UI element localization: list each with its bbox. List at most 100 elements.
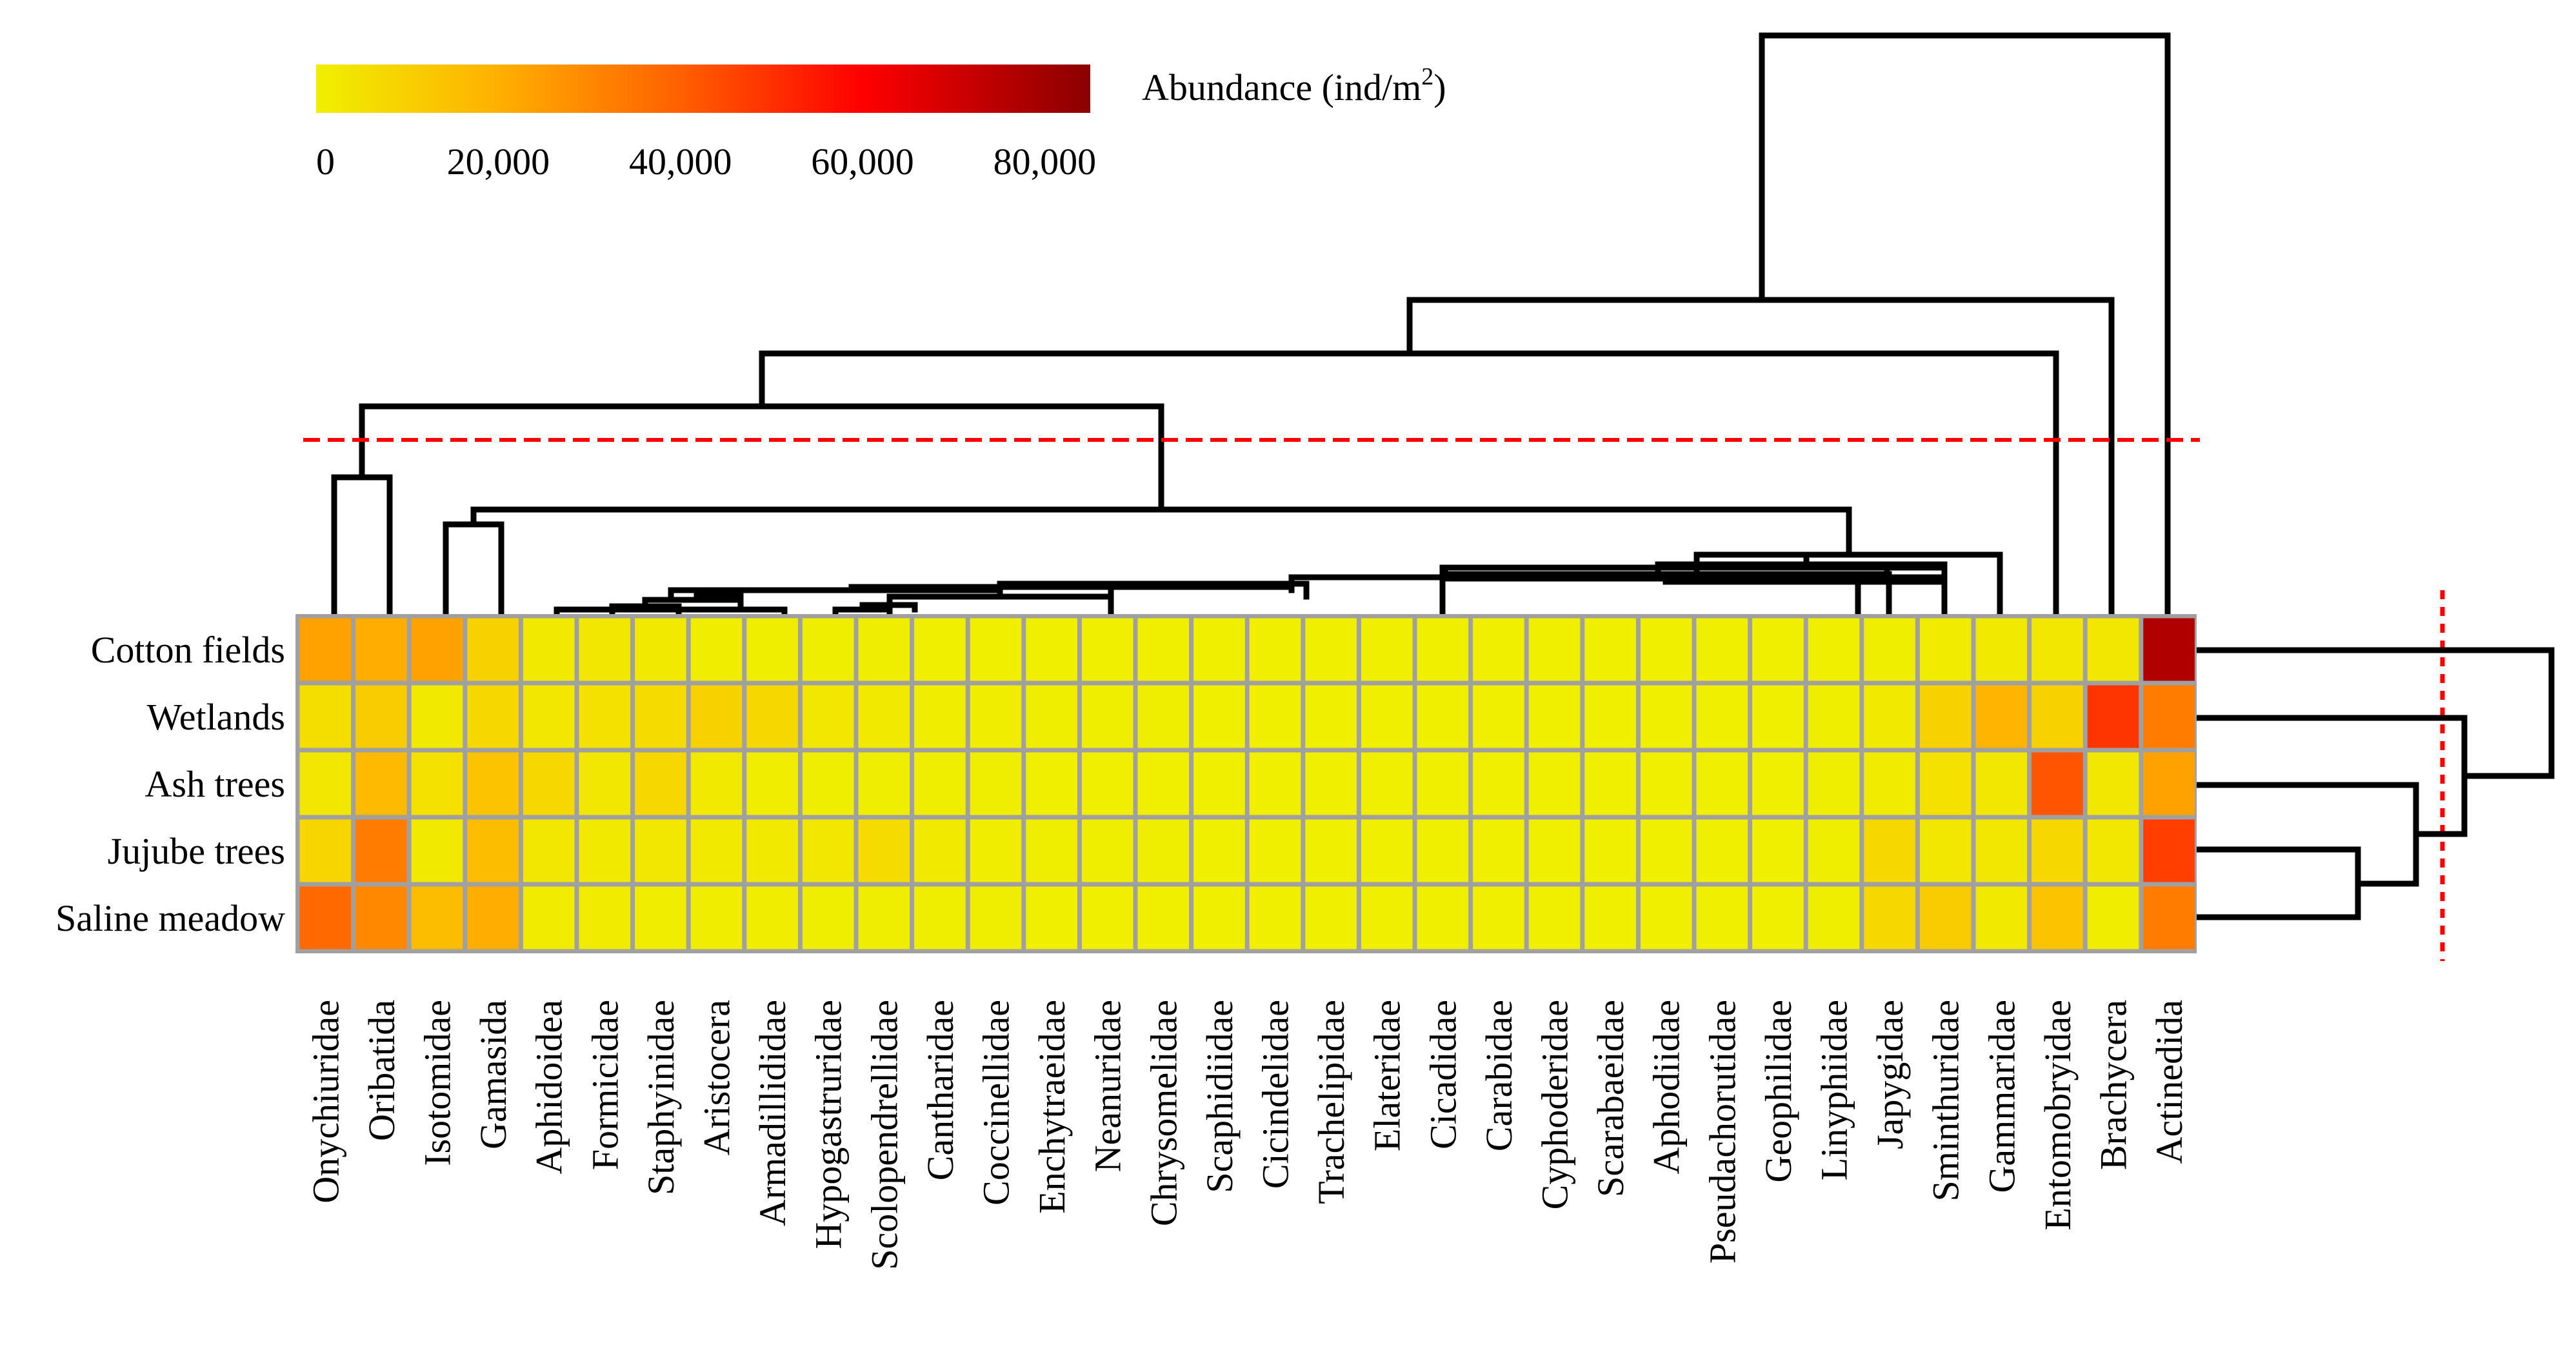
heatmap-cell xyxy=(1864,752,1915,815)
heatmap-cell xyxy=(1137,752,1190,815)
heatmap-cell xyxy=(1808,819,1860,882)
heatmap-cell xyxy=(1528,618,1581,681)
heatmap-cell xyxy=(1305,685,1357,748)
row-label: Saline meadow xyxy=(55,897,285,939)
heatmap-cell xyxy=(746,685,798,748)
heatmap-cell xyxy=(858,685,910,748)
heatmap-cell xyxy=(579,618,631,681)
heatmap-cell xyxy=(1696,886,1748,949)
heatmap-cell xyxy=(2087,752,2139,815)
heatmap-cell xyxy=(1249,685,1301,748)
heatmap-cell xyxy=(802,685,854,748)
heatmap-cell xyxy=(1975,685,2028,748)
legend-title-superscript: 2 xyxy=(1421,63,1433,90)
heatmap-cell xyxy=(1975,819,2028,882)
column-label: Isotomidae xyxy=(417,1000,459,1166)
heatmap-cell xyxy=(1137,886,1190,949)
heatmap-cell xyxy=(2143,752,2195,815)
column-dendrogram xyxy=(331,32,2171,617)
column-label: Actinedida xyxy=(2148,1000,2190,1164)
heatmap-cell xyxy=(1584,618,1636,681)
heatmap-cell xyxy=(1417,819,1469,882)
heatmap-cell xyxy=(635,752,686,815)
heatmap-cell xyxy=(355,752,407,815)
column-label: Japygidae xyxy=(1869,1000,1911,1149)
heatmap-cell xyxy=(467,752,519,815)
row-labels: Cotton fields Wetlands Ash trees Jujube tre… xyxy=(55,629,285,939)
heatmap-cell xyxy=(746,752,798,815)
heatmap-cell xyxy=(1249,752,1301,815)
heatmap-cell xyxy=(1473,752,1524,815)
column-label: Brachycera xyxy=(2093,1000,2135,1170)
heatmap-cell xyxy=(2032,752,2083,815)
heatmap-cell xyxy=(1361,685,1413,748)
heatmap-cell xyxy=(467,618,519,681)
heatmap-cell xyxy=(970,685,1022,748)
column-label: Scaphidiidae xyxy=(1199,1000,1241,1193)
legend-tick-label: 20,000 xyxy=(447,141,550,183)
heatmap-cell xyxy=(802,886,854,949)
column-labels: Onychiuridae Oribatida Isotomidae Gamasida A… xyxy=(305,1000,2190,1270)
heatmap-cell xyxy=(1864,886,1915,949)
heatmap-cell xyxy=(355,886,407,949)
heatmap-cell xyxy=(2087,886,2139,949)
heatmap-cell xyxy=(1249,886,1301,949)
heatmap-cell xyxy=(2087,618,2139,681)
column-label: Formicidae xyxy=(584,1000,626,1170)
heatmap-cell xyxy=(2143,819,2195,882)
heatmap-cell xyxy=(1808,886,1860,949)
heatmap-cell xyxy=(1305,618,1357,681)
column-label: Entomobryidae xyxy=(2037,1000,2079,1231)
legend-tick-label: 0 xyxy=(316,141,335,183)
column-label: Sminthuridae xyxy=(1925,1000,1967,1202)
heatmap-cell xyxy=(1975,886,2028,949)
column-label: Scarabaeidae xyxy=(1590,1000,1632,1197)
heatmap-cell xyxy=(355,819,407,882)
heatmap-cell xyxy=(1137,618,1190,681)
column-label: Gamasida xyxy=(472,1000,514,1149)
color-legend: Abundance (ind/m2) 0 20,000 40,000 60,000 80… xyxy=(316,63,1446,183)
heatmap-cell xyxy=(858,618,910,681)
heatmap-cell xyxy=(467,819,519,882)
heatmap-cell xyxy=(1473,886,1524,949)
heatmap-cell xyxy=(355,618,407,681)
heatmap-cell xyxy=(1361,819,1413,882)
heatmap-cell xyxy=(1752,685,1804,748)
heatmap-cell xyxy=(411,886,463,949)
heatmap-cell xyxy=(355,685,407,748)
heatmap-cell xyxy=(1193,685,1245,748)
column-label: Pseudachorutidae xyxy=(1701,1000,1743,1264)
heatmap-cell xyxy=(411,752,463,815)
heatmap-cell xyxy=(1696,752,1748,815)
heatmap-cell xyxy=(1919,752,1972,815)
heatmap-cell xyxy=(635,886,686,949)
column-label: Trachelipidae xyxy=(1310,1000,1352,1204)
heatmap-cell xyxy=(1473,819,1524,882)
heatmap-cell xyxy=(1696,618,1748,681)
column-label: Oribatida xyxy=(361,1000,403,1141)
heatmap-cell xyxy=(579,819,631,882)
heatmap-cell xyxy=(1696,819,1748,882)
heatmap-cell xyxy=(1473,618,1524,681)
heatmap-cell xyxy=(411,618,463,681)
column-label: Hypogastruridae xyxy=(808,1000,850,1249)
heatmap-cell xyxy=(579,685,631,748)
heatmap-cell xyxy=(690,752,743,815)
heatmap-cell xyxy=(690,819,743,882)
heatmap-cell xyxy=(746,618,798,681)
heatmap-cell xyxy=(1249,618,1301,681)
heatmap-cell xyxy=(2087,685,2139,748)
heatmap-cell xyxy=(1752,886,1804,949)
heatmap-cell xyxy=(1584,685,1636,748)
heatmap-cell xyxy=(523,618,575,681)
heatmap-cells xyxy=(299,618,2195,949)
heatmap-cell xyxy=(2032,819,2083,882)
heatmap-cell xyxy=(299,752,352,815)
column-label: Armadillididae xyxy=(752,1000,794,1226)
heatmap-cell xyxy=(523,752,575,815)
heatmap-cell xyxy=(635,618,686,681)
heatmap-cell xyxy=(1640,618,1692,681)
heatmap-cell xyxy=(1584,752,1636,815)
heatmap-cell xyxy=(914,886,966,949)
column-label: Cicindelidae xyxy=(1255,1000,1297,1189)
